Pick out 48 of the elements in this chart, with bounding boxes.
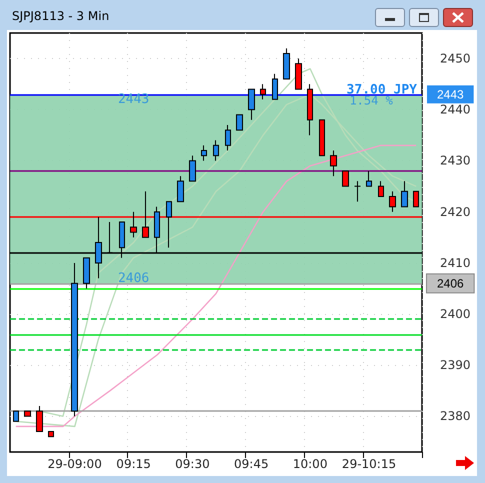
ref-line-label: 2443 bbox=[437, 87, 464, 102]
ref-line-label: 2406 bbox=[437, 276, 464, 290]
candlestick bbox=[236, 114, 243, 131]
candlestick bbox=[260, 84, 266, 100]
candlestick bbox=[283, 48, 290, 80]
candlestick bbox=[354, 180, 361, 202]
candlestick bbox=[295, 58, 302, 90]
candlestick bbox=[342, 170, 349, 187]
candlestick bbox=[378, 180, 384, 198]
y-tick-label: 2390 bbox=[440, 358, 471, 372]
candlestick bbox=[366, 170, 372, 187]
candlestick bbox=[24, 410, 31, 417]
candlestick bbox=[401, 180, 408, 208]
candlestick bbox=[48, 431, 54, 438]
x-tick-label: 29-10:15 bbox=[342, 457, 396, 471]
candlestick bbox=[177, 176, 184, 202]
candlestick bbox=[389, 190, 396, 212]
line-series bbox=[15, 144, 417, 428]
y-tick-label: 2400 bbox=[440, 307, 471, 322]
candlestick bbox=[189, 155, 196, 182]
x-tick-label: 29-09:00 bbox=[48, 457, 102, 471]
x-tick-label: 09:45 bbox=[234, 457, 269, 471]
candlestick bbox=[71, 262, 78, 417]
candlestick bbox=[307, 84, 313, 136]
x-tick-label: 09:15 bbox=[116, 457, 151, 471]
candlestick bbox=[36, 406, 43, 432]
annotation: 2406 bbox=[118, 270, 150, 286]
candlestick bbox=[248, 88, 255, 120]
candlestick bbox=[13, 410, 19, 422]
y-tick-label: 2450 bbox=[440, 52, 471, 66]
x-tick-label: 09:30 bbox=[175, 457, 210, 471]
candlestick bbox=[201, 144, 207, 162]
y-tick-label: 2440 bbox=[440, 102, 471, 117]
candlestick bbox=[413, 190, 419, 208]
candlestick bbox=[166, 201, 172, 248]
candlestick bbox=[319, 119, 325, 156]
y-tick-label: 2430 bbox=[440, 154, 471, 168]
candlestick bbox=[83, 257, 90, 289]
annotation: 2443 bbox=[118, 92, 150, 107]
x-tick-label: 10:00 bbox=[292, 457, 328, 471]
candlestick bbox=[272, 73, 278, 100]
y-tick-label: 2380 bbox=[440, 409, 471, 424]
y-tick-label: 2410 bbox=[440, 256, 471, 270]
y-tick-label: 2420 bbox=[440, 204, 471, 219]
candlestick bbox=[225, 124, 231, 152]
candlestick bbox=[213, 140, 219, 162]
candlestick bbox=[330, 150, 337, 177]
chart-title: SJPJ8113 - 3 Min bbox=[12, 9, 110, 23]
